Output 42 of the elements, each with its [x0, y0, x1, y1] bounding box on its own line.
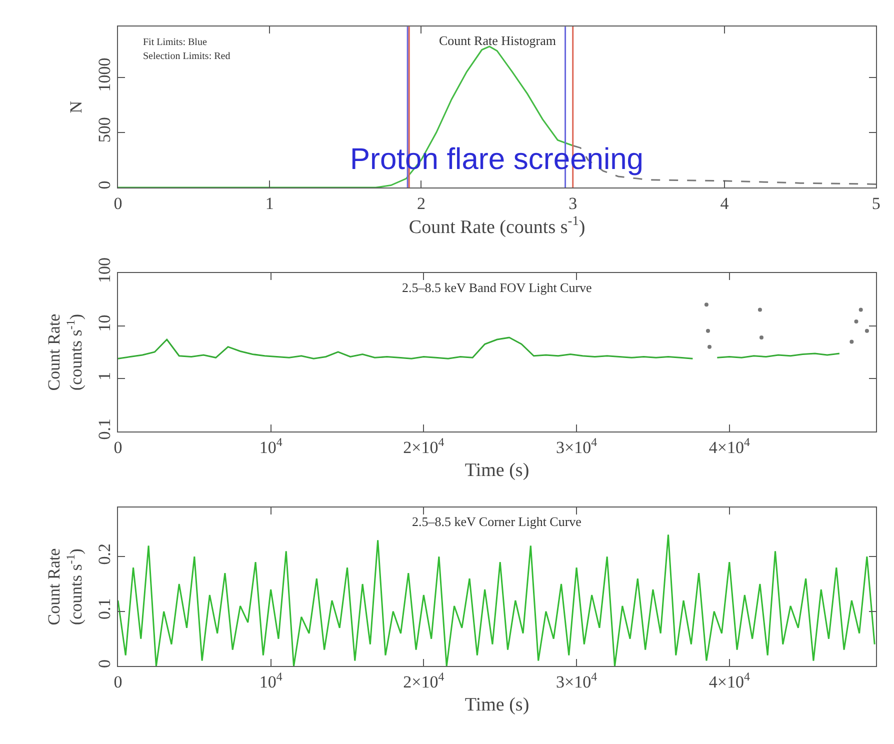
- point: [858, 308, 863, 312]
- y-tick-label: 100: [95, 257, 114, 283]
- y-tick-label: 1: [95, 372, 114, 380]
- y-tick-label: 0.1: [95, 418, 114, 440]
- x-axis-title: Count Rate (counts s$^{-1}$): [408, 212, 586, 238]
- x-axis-title: Time (s): [464, 694, 530, 716]
- line-series: [118, 534, 876, 666]
- point: [864, 328, 869, 333]
- y-tick-label: 1000: [95, 58, 114, 92]
- x-tick-label: 3×10$^{4}$: [556, 669, 598, 692]
- text: 2.5–8.5 keV Band FOV Light Curve: [402, 280, 592, 295]
- x-axis-title: Time (s): [464, 460, 530, 481]
- y-tick-label: 0.1: [95, 598, 114, 620]
- x-tick-label: 3: [568, 194, 578, 213]
- x-tick-label: 2×10$^{4}$: [403, 669, 444, 692]
- x-tick-label: 10$^{4}$: [259, 669, 282, 692]
- point: [758, 308, 762, 312]
- y-tick-label: 10: [95, 314, 114, 332]
- point: [759, 336, 764, 340]
- y-tick-label: 0: [95, 659, 114, 668]
- x-tick-label: 3×10$^{4}$: [556, 434, 598, 458]
- annotation: Fit Limits: Blue: [143, 37, 208, 48]
- point: [854, 320, 858, 324]
- text: Count Rate Histogram: [439, 33, 556, 48]
- y-tick-label: 500: [95, 117, 114, 143]
- y-tick-label: 0.2: [95, 543, 114, 565]
- text: 2.5–8.5 keV Corner Light Curve: [412, 514, 582, 529]
- x-tick-label: 4×10$^{4}$: [708, 434, 750, 458]
- point: [704, 302, 708, 307]
- x-tick-label: 4: [720, 194, 730, 213]
- x-tick-label: 1: [265, 194, 274, 213]
- x-tick-label: 10$^{4}$: [259, 434, 282, 458]
- point: [706, 328, 710, 333]
- annotation: Selection Limits: Red: [143, 51, 230, 62]
- x-tick-label: 5: [872, 194, 880, 213]
- point: [850, 340, 854, 344]
- point: [708, 344, 712, 349]
- y-tick-label: 0: [95, 180, 114, 190]
- x-tick-label: 2×10$^{4}$: [403, 434, 444, 458]
- x-tick-label: 2: [416, 194, 426, 213]
- x-tick-label: 4×10$^{4}$: [708, 669, 750, 692]
- y-axis-title: N: [66, 100, 86, 114]
